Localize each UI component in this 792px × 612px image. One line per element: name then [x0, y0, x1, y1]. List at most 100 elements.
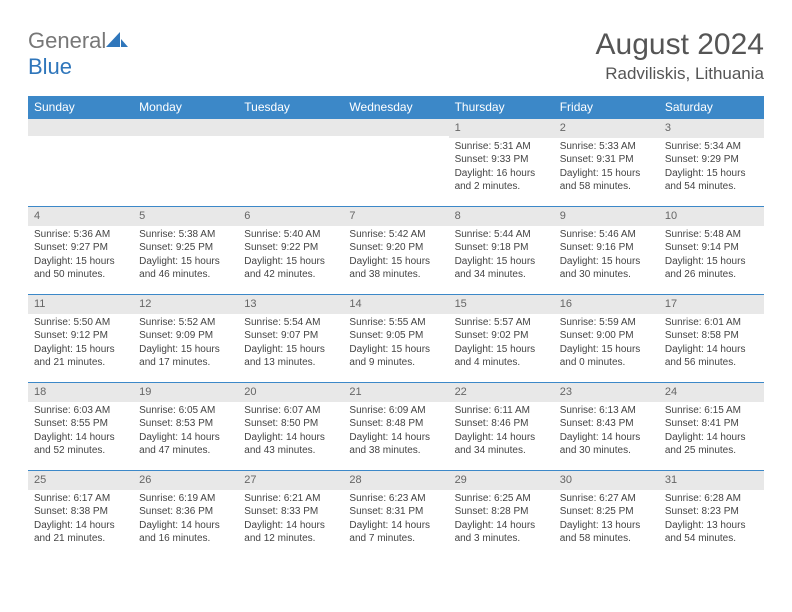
daylight-line: Daylight: 13 hours and 54 minutes.: [665, 519, 758, 546]
sunrise-line: Sunrise: 6:23 AM: [349, 492, 442, 506]
sunrise-line: Sunrise: 5:38 AM: [139, 228, 232, 242]
calendar-cell: 28 Sunrise: 6:23 AMSunset: 8:31 PMDayligh…: [343, 470, 448, 558]
calendar-cell: 30Sunrise: 6:27 AMSunset: 8:25 PMDayligh…: [554, 470, 659, 558]
day-number: 23: [554, 382, 659, 402]
day-number: 7: [343, 206, 448, 226]
sunrise-line: Sunrise: 5:59 AM: [560, 316, 653, 330]
calendar-cell: 5Sunrise: 5:38 AMSunset: 9:25 PMDaylight…: [133, 206, 238, 294]
sunrise-line: Sunrise: 5:50 AM: [34, 316, 127, 330]
calendar-cell: 24Sunrise: 6:15 AMSunset: 8:41 PMDayligh…: [659, 382, 764, 470]
sunset-line: Sunset: 8:33 PM: [244, 505, 337, 519]
calendar-cell: [133, 118, 238, 206]
calendar-cell: 11Sunrise: 5:50 AMSunset: 9:12 PMDayligh…: [28, 294, 133, 382]
daylight-line: Daylight: 14 hours and 56 minutes.: [665, 343, 758, 370]
sunset-line: Sunset: 9:12 PM: [34, 329, 127, 343]
daylight-line: Daylight: 15 hours and 46 minutes.: [139, 255, 232, 282]
day-number: 19: [133, 382, 238, 402]
sunset-line: Sunset: 9:33 PM: [455, 153, 548, 167]
sunset-line: Sunset: 8:38 PM: [34, 505, 127, 519]
day-number: 8: [449, 206, 554, 226]
weekday-header: Wednesday: [343, 96, 448, 118]
daylight-line: Daylight: 14 hours and 38 minutes.: [349, 431, 442, 458]
sunrise-line: Sunrise: 6:27 AM: [560, 492, 653, 506]
calendar-cell: 26Sunrise: 6:19 AMSunset: 8:36 PMDayligh…: [133, 470, 238, 558]
day-number: 16: [554, 294, 659, 314]
empty-day: [28, 118, 133, 136]
day-number: 26: [133, 470, 238, 490]
day-details: Sunrise: 5:38 AMSunset: 9:25 PMDaylight:…: [133, 226, 238, 286]
daylight-line: Daylight: 15 hours and 17 minutes.: [139, 343, 232, 370]
calendar-cell: 25Sunrise: 6:17 AMSunset: 8:38 PMDayligh…: [28, 470, 133, 558]
day-number: 6: [238, 206, 343, 226]
day-number: 5: [133, 206, 238, 226]
sunrise-line: Sunrise: 5:42 AM: [349, 228, 442, 242]
sunset-line: Sunset: 9:14 PM: [665, 241, 758, 255]
calendar-cell: 21Sunrise: 6:09 AMSunset: 8:48 PMDayligh…: [343, 382, 448, 470]
calendar-row: 11Sunrise: 5:50 AMSunset: 9:12 PMDayligh…: [28, 294, 764, 382]
calendar-cell: [28, 118, 133, 206]
sunset-line: Sunset: 8:55 PM: [34, 417, 127, 431]
day-details: Sunrise: 5:46 AMSunset: 9:16 PMDaylight:…: [554, 226, 659, 286]
sunset-line: Sunset: 9:29 PM: [665, 153, 758, 167]
sunrise-line: Sunrise: 5:46 AM: [560, 228, 653, 242]
sunrise-line: Sunrise: 6:11 AM: [455, 404, 548, 418]
day-details: Sunrise: 6:05 AMSunset: 8:53 PMDaylight:…: [133, 402, 238, 462]
day-details: Sunrise: 5:40 AMSunset: 9:22 PMDaylight:…: [238, 226, 343, 286]
sunrise-line: Sunrise: 6:03 AM: [34, 404, 127, 418]
empty-day: [238, 118, 343, 136]
weekday-header: Friday: [554, 96, 659, 118]
sunset-line: Sunset: 8:28 PM: [455, 505, 548, 519]
daylight-line: Daylight: 14 hours and 7 minutes.: [349, 519, 442, 546]
daylight-line: Daylight: 14 hours and 34 minutes.: [455, 431, 548, 458]
calendar-row: 4Sunrise: 5:36 AMSunset: 9:27 PMDaylight…: [28, 206, 764, 294]
page-header: GeneralBlue August 2024 Radviliskis, Lit…: [28, 28, 764, 84]
sunrise-line: Sunrise: 6:19 AM: [139, 492, 232, 506]
daylight-line: Daylight: 15 hours and 4 minutes.: [455, 343, 548, 370]
day-number: 12: [133, 294, 238, 314]
sunset-line: Sunset: 8:43 PM: [560, 417, 653, 431]
sunset-line: Sunset: 9:07 PM: [244, 329, 337, 343]
daylight-line: Daylight: 14 hours and 12 minutes.: [244, 519, 337, 546]
calendar-cell: 18Sunrise: 6:03 AMSunset: 8:55 PMDayligh…: [28, 382, 133, 470]
sunrise-line: Sunrise: 6:17 AM: [34, 492, 127, 506]
sunrise-line: Sunrise: 5:44 AM: [455, 228, 548, 242]
calendar-cell: 19Sunrise: 6:05 AMSunset: 8:53 PMDayligh…: [133, 382, 238, 470]
daylight-line: Daylight: 15 hours and 26 minutes.: [665, 255, 758, 282]
day-number: 22: [449, 382, 554, 402]
sunrise-line: Sunrise: 6:07 AM: [244, 404, 337, 418]
calendar-cell: 7Sunrise: 5:42 AMSunset: 9:20 PMDaylight…: [343, 206, 448, 294]
day-number: 15: [449, 294, 554, 314]
day-details: Sunrise: 6:09 AMSunset: 8:48 PMDaylight:…: [343, 402, 448, 462]
day-number: 1: [449, 118, 554, 138]
calendar-cell: 14Sunrise: 5:55 AMSunset: 9:05 PMDayligh…: [343, 294, 448, 382]
daylight-line: Daylight: 14 hours and 21 minutes.: [34, 519, 127, 546]
sunrise-line: Sunrise: 5:52 AM: [139, 316, 232, 330]
daylight-line: Daylight: 15 hours and 50 minutes.: [34, 255, 127, 282]
day-details: Sunrise: 6:15 AMSunset: 8:41 PMDaylight:…: [659, 402, 764, 462]
sunrise-line: Sunrise: 5:36 AM: [34, 228, 127, 242]
day-number: 24: [659, 382, 764, 402]
sunset-line: Sunset: 9:05 PM: [349, 329, 442, 343]
location-name: Radviliskis, Lithuania: [596, 64, 764, 84]
sunrise-line: Sunrise: 6:09 AM: [349, 404, 442, 418]
sunset-line: Sunset: 9:27 PM: [34, 241, 127, 255]
daylight-line: Daylight: 15 hours and 42 minutes.: [244, 255, 337, 282]
daylight-line: Daylight: 15 hours and 9 minutes.: [349, 343, 442, 370]
day-number: 28: [343, 470, 448, 490]
daylight-line: Daylight: 15 hours and 54 minutes.: [665, 167, 758, 194]
sunrise-line: Sunrise: 6:25 AM: [455, 492, 548, 506]
calendar-cell: 15Sunrise: 5:57 AMSunset: 9:02 PMDayligh…: [449, 294, 554, 382]
sunrise-line: Sunrise: 6:13 AM: [560, 404, 653, 418]
day-details: Sunrise: 5:34 AMSunset: 9:29 PMDaylight:…: [659, 138, 764, 198]
daylight-line: Daylight: 14 hours and 16 minutes.: [139, 519, 232, 546]
sunset-line: Sunset: 8:46 PM: [455, 417, 548, 431]
day-details: Sunrise: 6:28 AMSunset: 8:23 PMDaylight:…: [659, 490, 764, 550]
sunrise-line: Sunrise: 5:34 AM: [665, 140, 758, 154]
calendar-cell: 6Sunrise: 5:40 AMSunset: 9:22 PMDaylight…: [238, 206, 343, 294]
brand-text: GeneralBlue: [28, 28, 128, 80]
sunset-line: Sunset: 8:31 PM: [349, 505, 442, 519]
sunrise-line: Sunrise: 6:21 AM: [244, 492, 337, 506]
sunrise-line: Sunrise: 5:55 AM: [349, 316, 442, 330]
sunset-line: Sunset: 9:22 PM: [244, 241, 337, 255]
weekday-header: Sunday: [28, 96, 133, 118]
